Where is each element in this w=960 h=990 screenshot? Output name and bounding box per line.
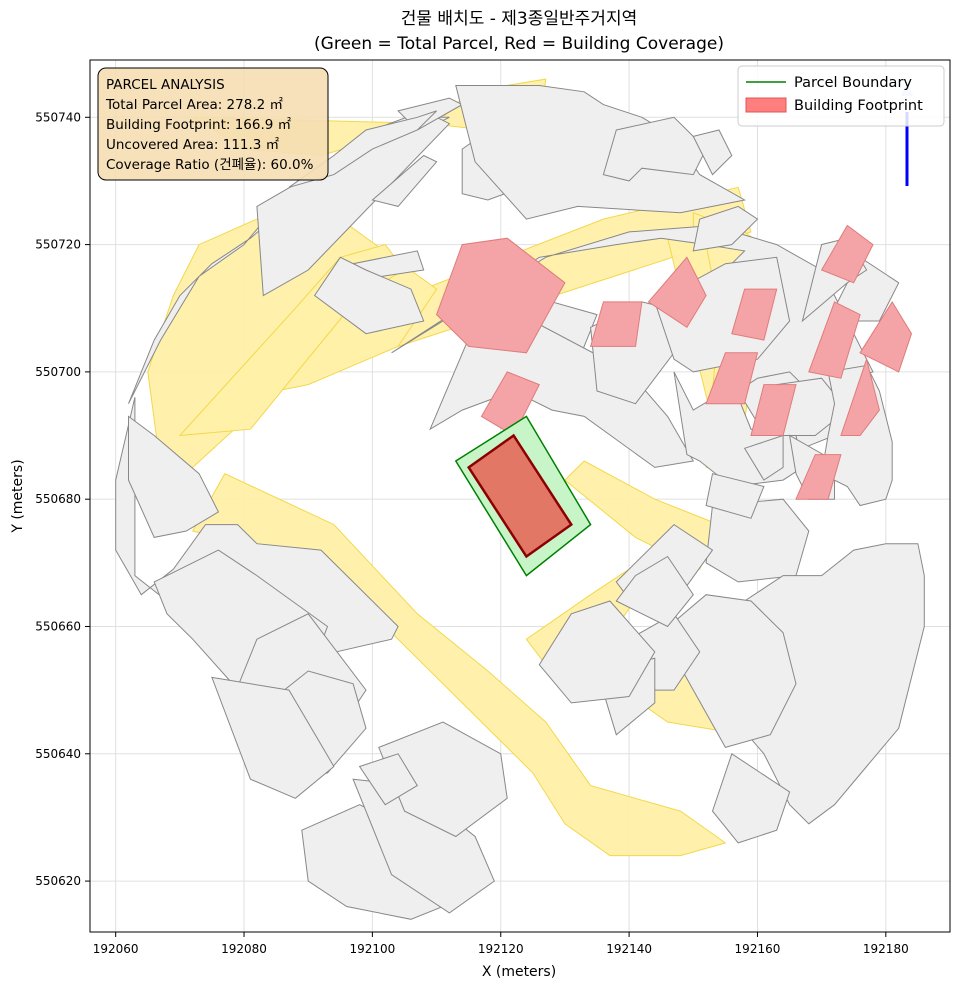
building-4: [731, 288, 778, 341]
building-5: [705, 352, 759, 405]
info-building-footprint: Building Footprint: 166.9 ㎡: [106, 117, 292, 133]
parcel-4: [371, 154, 438, 207]
chart-title-line1: 건물 배치도 - 제3종일반주거지역: [401, 9, 637, 29]
building-2: [589, 301, 643, 347]
x-tick-label-1: 192080: [221, 942, 267, 956]
parcel-analysis-box: PARCEL ANALYSIS Total Parcel Area: 278.2…: [97, 67, 329, 181]
info-uncovered-area: Uncovered Area: 111.3 ㎡: [106, 137, 280, 153]
legend-building-footprint-label: Building Footprint: [794, 98, 923, 114]
info-heading: PARCEL ANALYSIS: [106, 77, 225, 93]
info-coverage-ratio: Coverage Ratio (건폐율): 60.0%: [106, 157, 314, 173]
parcel-layer: [115, 85, 925, 920]
x-axis-label: X (meters): [482, 964, 556, 980]
info-box-background: [97, 67, 329, 181]
legend-background: [737, 65, 945, 127]
y-tick-label-1: 550640: [35, 747, 81, 761]
building-11: [859, 300, 913, 373]
parcel-44: [358, 753, 418, 806]
building-6: [750, 384, 797, 436]
building-1: [480, 371, 540, 437]
building-layer: [436, 224, 913, 500]
building-10: [820, 224, 874, 284]
info-total-area: Total Parcel Area: 278.2 ㎡: [105, 97, 283, 113]
y-tick-label-5: 550720: [35, 238, 81, 252]
x-tick-label-4: 192140: [606, 942, 652, 956]
parcel-9: [692, 129, 733, 176]
parcel-8: [602, 116, 707, 182]
parcel-33: [538, 600, 656, 704]
plot-area: [89, 59, 951, 933]
parcel-27: [718, 543, 925, 825]
legend-parcel-boundary-label: Parcel Boundary: [794, 75, 912, 91]
road-8: [191, 473, 727, 857]
chart-title-line2: (Green = Total Parcel, Red = Building Co…: [314, 34, 724, 54]
parcel-16: [692, 205, 759, 252]
y-tick-label-4: 550700: [35, 365, 81, 379]
parcel-43: [378, 721, 508, 838]
x-tick-label-5: 192160: [735, 942, 781, 956]
x-tick-label-6: 192180: [863, 942, 909, 956]
legend-building-footprint-swatch: [745, 97, 787, 113]
parcel-20: [705, 473, 765, 519]
parcel-18: [743, 434, 784, 481]
target-parcel-layer: [454, 415, 592, 577]
target-building-footprint: [466, 433, 574, 559]
building-7: [795, 454, 842, 500]
x-tick-label-2: 192100: [349, 942, 395, 956]
building-8: [840, 357, 880, 436]
x-tick-label-3: 192120: [478, 942, 524, 956]
y-tick-label-2: 550660: [35, 619, 81, 633]
parcel-7: [455, 85, 747, 220]
y-tick-label-3: 550680: [35, 492, 81, 506]
x-axis-ticks: 192060 192080 192100 192120 192140 192160 1921…: [93, 932, 909, 956]
parcel-3: [313, 256, 425, 335]
x-tick-label-0: 192060: [93, 942, 139, 956]
y-axis-ticks: 550620 550640 550660 550680 550700 550720 5507…: [35, 110, 90, 888]
y-axis-label: Y (meters): [10, 459, 26, 533]
parcel-28: [660, 594, 797, 748]
parcel-19: [705, 498, 810, 583]
plot-frame: [89, 59, 951, 933]
building-0: [436, 237, 566, 354]
parcel-29: [711, 753, 791, 844]
y-tick-label-0: 550620: [35, 874, 81, 888]
parcel-36: [128, 415, 220, 538]
y-tick-label-6: 550740: [35, 110, 81, 124]
legend: Parcel Boundary Building Footprint: [737, 65, 945, 127]
parcel-34: [615, 555, 694, 628]
parcel-40: [211, 676, 335, 799]
building-9: [808, 301, 861, 379]
building-3: [647, 256, 707, 329]
